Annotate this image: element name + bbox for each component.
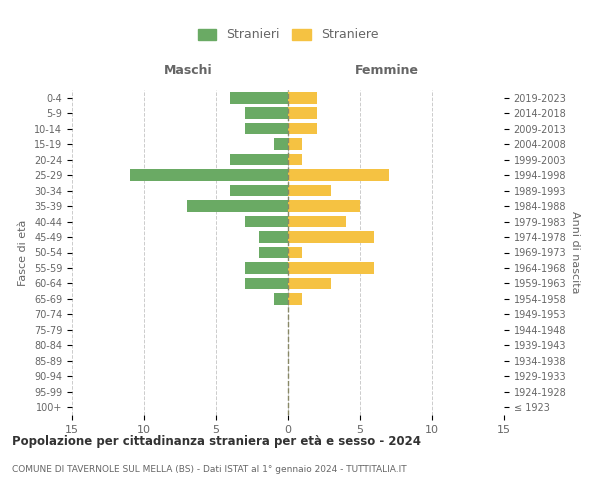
Bar <box>259 231 288 243</box>
Bar <box>274 293 288 304</box>
Legend: Stranieri, Straniere: Stranieri, Straniere <box>194 24 382 46</box>
Bar <box>245 216 288 228</box>
Bar <box>288 262 374 274</box>
Bar <box>288 231 374 243</box>
Y-axis label: Anni di nascita: Anni di nascita <box>571 211 580 294</box>
Bar <box>245 108 288 119</box>
Text: Femmine: Femmine <box>355 64 419 77</box>
Bar <box>288 123 317 134</box>
Bar <box>288 278 331 289</box>
Bar <box>288 170 389 181</box>
Bar <box>288 108 317 119</box>
Bar <box>288 154 302 166</box>
Bar <box>288 185 331 196</box>
Bar <box>259 246 288 258</box>
Bar <box>288 293 302 304</box>
Bar <box>230 154 288 166</box>
Text: Popolazione per cittadinanza straniera per età e sesso - 2024: Popolazione per cittadinanza straniera p… <box>12 435 421 448</box>
Bar <box>187 200 288 212</box>
Bar <box>288 246 302 258</box>
Bar <box>130 170 288 181</box>
Text: COMUNE DI TAVERNOLE SUL MELLA (BS) - Dati ISTAT al 1° gennaio 2024 - TUTTITALIA.: COMUNE DI TAVERNOLE SUL MELLA (BS) - Dat… <box>12 465 407 474</box>
Bar <box>230 92 288 104</box>
Bar <box>230 185 288 196</box>
Bar <box>288 200 360 212</box>
Bar <box>288 92 317 104</box>
Bar <box>245 123 288 134</box>
Bar <box>288 138 302 150</box>
Bar <box>245 262 288 274</box>
Bar <box>288 216 346 228</box>
Bar <box>274 138 288 150</box>
Bar <box>245 278 288 289</box>
Y-axis label: Fasce di età: Fasce di età <box>19 220 28 286</box>
Text: Maschi: Maschi <box>164 64 213 77</box>
